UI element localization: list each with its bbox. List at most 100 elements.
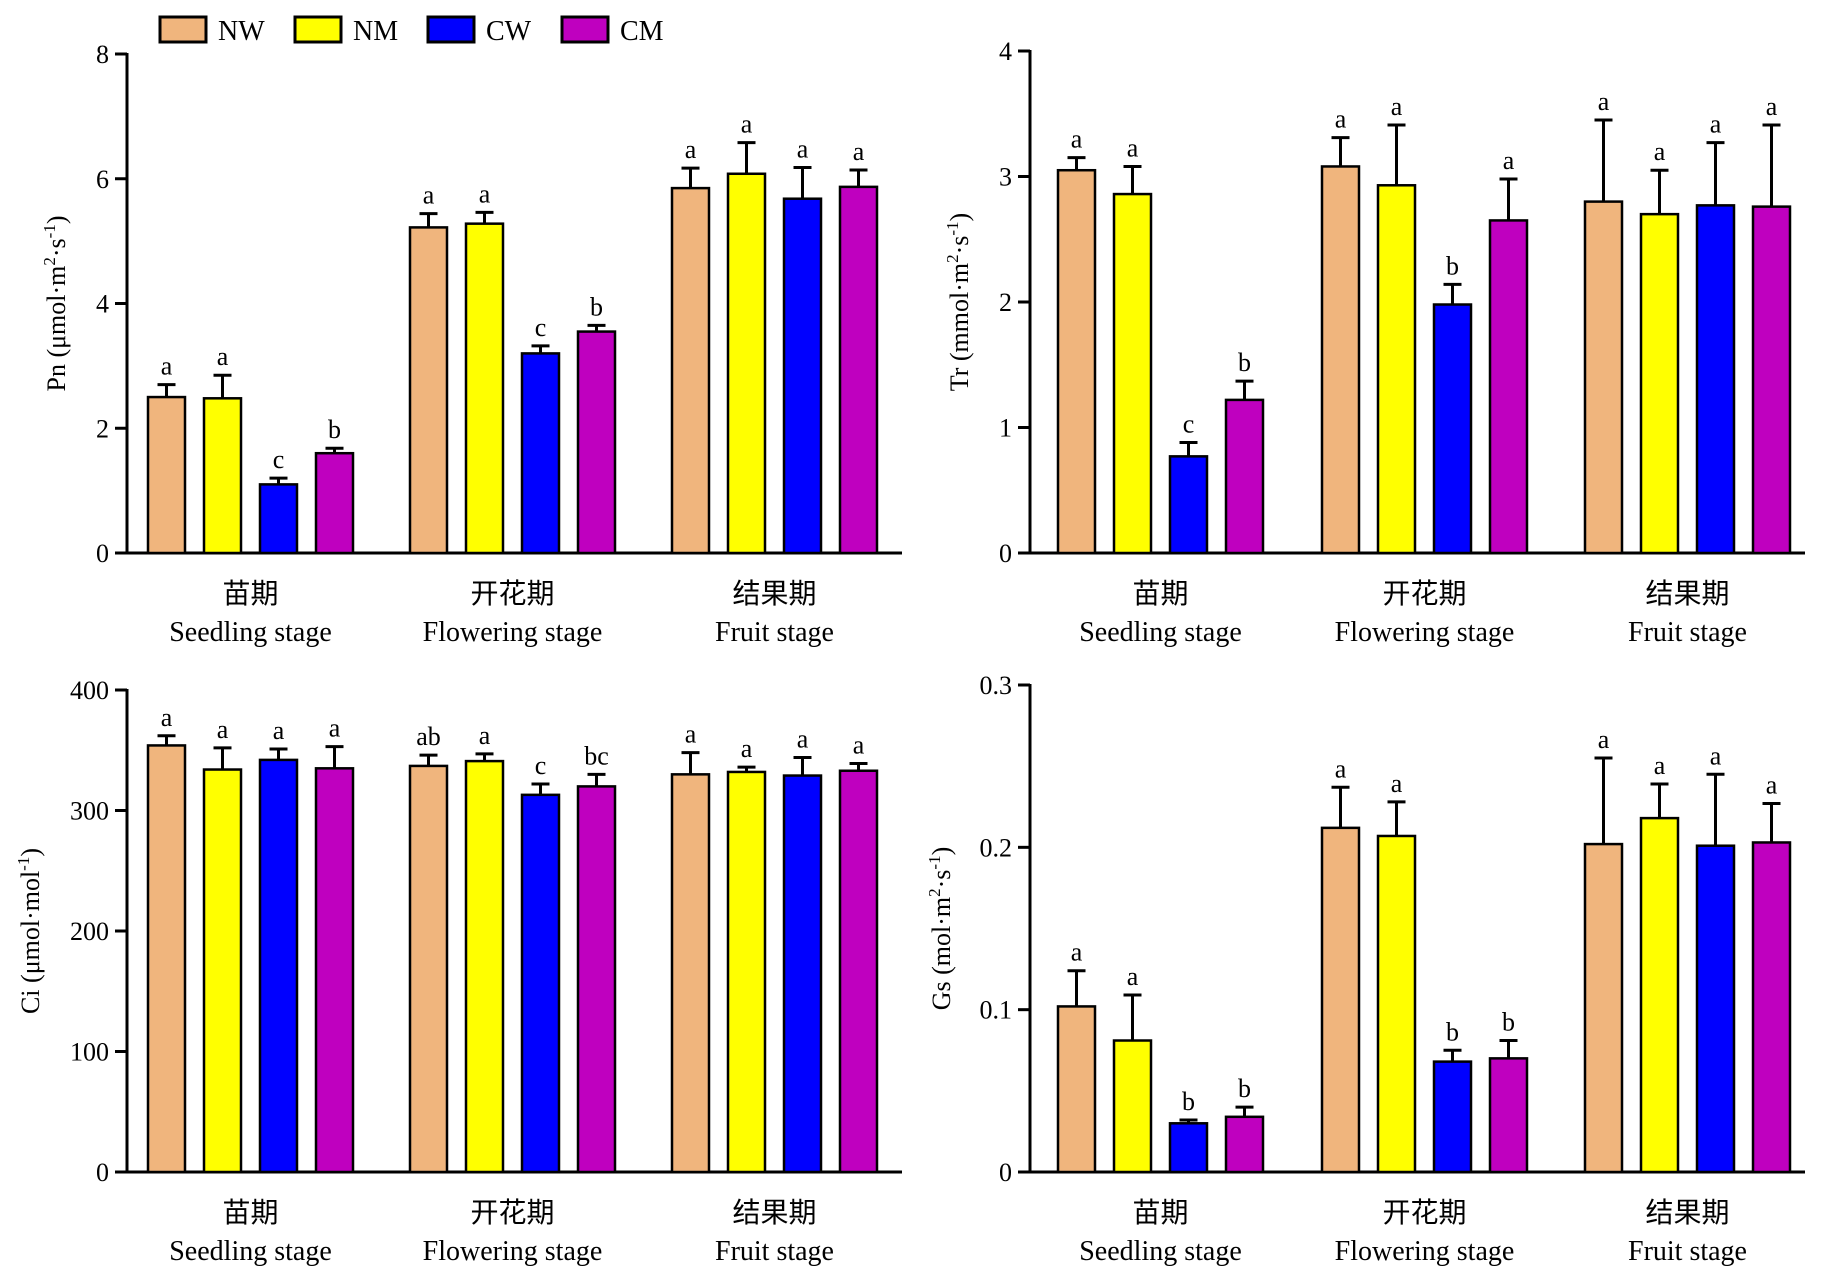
y-axis-label-sup: 2 — [943, 254, 962, 263]
significance-letter: a — [329, 714, 341, 743]
bar-nw — [1583, 842, 1624, 1174]
y-axis-label: Ci (μmol·mol-1) — [14, 848, 45, 1014]
significance-letter: ab — [416, 722, 441, 751]
bar-nw — [408, 226, 449, 555]
bar-cm — [1488, 1057, 1529, 1174]
bar-nm — [726, 172, 767, 555]
significance-letter: a — [797, 724, 809, 753]
significance-letter: b — [1502, 1008, 1515, 1037]
y-tick-label: 8 — [96, 40, 109, 69]
y-tick-label: 0.2 — [980, 833, 1013, 862]
significance-letter: a — [685, 135, 697, 164]
y-tick-label: 0 — [96, 1158, 109, 1187]
y-axis-label-sup: -1 — [40, 224, 59, 238]
x-category-label: Flowering stage — [423, 617, 603, 648]
significance-letter: a — [1071, 938, 1083, 967]
x-category-label: Fruit stage — [715, 1236, 834, 1267]
bar-cw — [1432, 1060, 1473, 1174]
significance-letter: a — [1766, 771, 1778, 800]
significance-letter: c — [273, 445, 285, 474]
x-category-label: Seedling stage — [169, 1236, 332, 1267]
y-axis-label-sup: 2 — [40, 257, 59, 266]
bar-nm — [464, 222, 505, 555]
legend-swatch — [158, 15, 208, 44]
y-axis-label-main: Gs (mol·m — [927, 897, 956, 1010]
bar-nw — [1056, 168, 1097, 555]
significance-letter: b — [1182, 1087, 1195, 1116]
bar-nm — [1376, 184, 1417, 555]
bar-nw — [670, 186, 711, 555]
bar-nw — [408, 764, 449, 1174]
x-category-label: Flowering stage — [1335, 617, 1515, 648]
bar-cm — [838, 769, 879, 1174]
y-axis-label-mid: ·s — [945, 236, 974, 255]
bar-cm — [838, 185, 879, 555]
bar-cw — [1168, 455, 1209, 555]
x-category-label: Seedling stage — [1079, 617, 1242, 648]
y-axis-label-end: ) — [16, 848, 45, 857]
y-axis-label-sup: -1 — [943, 221, 962, 235]
y-axis-label-main: Tr (mmol·m — [945, 263, 974, 391]
y-tick-label: 0 — [999, 539, 1012, 568]
x-category-label: Seedling stage — [169, 617, 332, 648]
y-tick-label: 3 — [999, 163, 1012, 192]
bar-nm — [1112, 192, 1153, 555]
bar-nm — [1112, 1039, 1153, 1174]
x-category-label-cn: 结果期 — [1645, 1197, 1729, 1229]
significance-letter: c — [535, 751, 547, 780]
bar-cw — [782, 774, 823, 1174]
bar-nm — [464, 759, 505, 1174]
x-category-label: Flowering stage — [1335, 1236, 1515, 1267]
y-tick-label: 6 — [96, 165, 109, 194]
legend-item-cw: CW — [426, 15, 532, 47]
significance-letter: b — [1238, 348, 1251, 377]
significance-letter: a — [1391, 769, 1403, 798]
legend-item-cm: CM — [560, 15, 664, 47]
bar-cw — [1695, 204, 1736, 555]
bar-cm — [1224, 1115, 1265, 1174]
significance-letter: a — [1598, 725, 1610, 754]
x-category-label: Seedling stage — [1079, 1236, 1242, 1267]
bar-nm — [202, 397, 243, 555]
bar-cw — [258, 483, 299, 555]
y-tick-label: 2 — [999, 288, 1012, 317]
x-category-label: Fruit stage — [1628, 617, 1747, 648]
bar-nm — [1639, 212, 1680, 555]
y-tick-label: 100 — [70, 1038, 109, 1067]
y-tick-label: 200 — [70, 917, 109, 946]
significance-letter: a — [1391, 92, 1403, 121]
bar-cw — [1168, 1122, 1209, 1174]
x-category-label-cn: 开花期 — [1382, 1197, 1466, 1229]
legend-swatch — [560, 15, 610, 44]
significance-letter: a — [161, 352, 173, 381]
significance-letter: a — [1766, 92, 1778, 121]
bar-nw — [146, 395, 187, 555]
bar-nm — [1376, 834, 1417, 1174]
x-category-label-cn: 开花期 — [470, 578, 554, 610]
significance-letter: a — [161, 703, 173, 732]
bar-nw — [1320, 165, 1361, 555]
legend-item-nw: NW — [158, 15, 265, 47]
bar-cm — [576, 330, 617, 555]
y-axis-label-mid: ·s — [42, 238, 71, 257]
x-category-label-cn: 苗期 — [1132, 578, 1188, 610]
y-axis-label-sup: -1 — [925, 855, 944, 869]
significance-letter: a — [273, 716, 285, 745]
significance-letter: bc — [584, 741, 609, 770]
significance-letter: b — [1446, 251, 1459, 280]
bar-cw — [520, 352, 561, 555]
y-tick-label: 4 — [96, 290, 109, 319]
x-category-label-cn: 结果期 — [1645, 578, 1729, 610]
legend-label: NW — [218, 16, 265, 47]
legend-label: NM — [353, 16, 398, 47]
y-tick-label: 0 — [999, 1158, 1012, 1187]
bar-cm — [314, 451, 355, 555]
significance-letter: a — [217, 715, 229, 744]
bar-cw — [1432, 303, 1473, 555]
y-tick-label: 0.3 — [980, 671, 1013, 700]
y-tick-label: 0 — [96, 539, 109, 568]
x-category-label-cn: 苗期 — [1132, 1197, 1188, 1229]
y-axis-label-main: Ci (μmol·mol — [16, 871, 45, 1014]
x-category-label: Flowering stage — [423, 1236, 603, 1267]
